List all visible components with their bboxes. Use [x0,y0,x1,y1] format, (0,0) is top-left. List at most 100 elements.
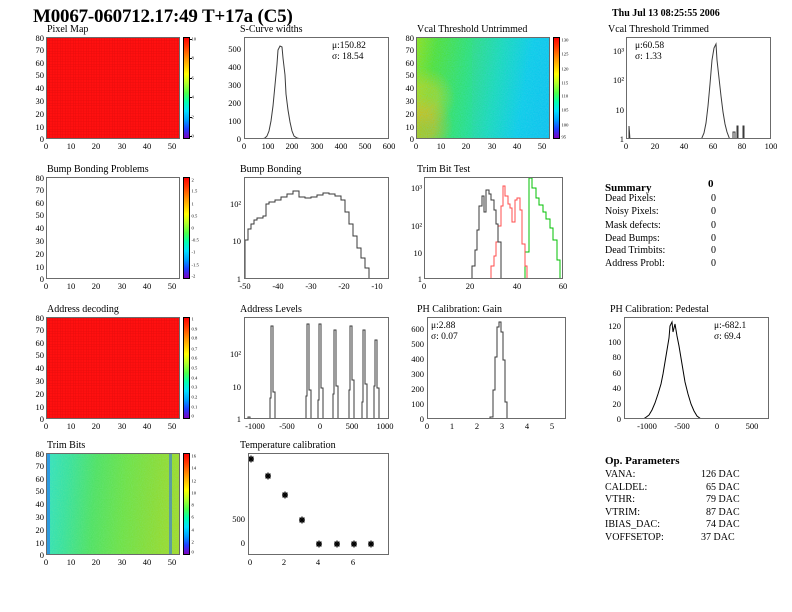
colorbar-label: 0.3 [191,384,198,390]
colorbar-label: 0 [191,225,194,231]
x-tick: 0 [43,421,49,431]
panel-trim-bits: Trim Bits [35,440,210,567]
colorbar-label: 8 [191,502,194,508]
pixel-map-colorbar-scale: 10 8 6 4 2 0 [183,37,196,139]
panel-title: Bump Bonding Problems [47,164,149,175]
y-tick: 10² [612,75,624,85]
x-tick: 0 [413,141,419,151]
y-tick: 60 [35,58,45,68]
panel-title: Pixel Map [47,24,89,35]
row-value: 0 [711,205,716,217]
panel-title: Address Levels [240,304,302,315]
x-tick: 100 [261,141,275,151]
page-title: M0067-060712.17:49 T+17a (C5) [33,6,293,27]
row-label: VOFFSETOP: [605,531,664,543]
y-tick: 10 [35,538,45,548]
colorbar-label: 0.5 [191,213,198,219]
y-tick: 80 [612,352,622,362]
y-tick: 40 [35,499,45,509]
x-tick: 20 [650,141,660,151]
plot-frame [416,37,550,139]
plot-frame [244,317,389,419]
panel-title: Vcal Threshold Untrimmed [417,24,528,35]
plot-frame [248,453,389,555]
y-tick: 500 [228,44,241,54]
stat-mu: μ:60.58 [635,41,665,51]
x-tick: 10 [66,281,76,291]
y-tick: 40 [612,383,622,393]
y-tick: 20 [35,389,45,399]
x-tick: 0 [317,421,323,431]
op-parameter-row: IBIAS_DAC: 74 DAC [605,519,785,532]
row-label: Dead Pixels: [605,193,656,204]
colorbar-label: 110 [561,93,569,99]
x-tick: 50 [537,141,547,151]
plot-frame [427,317,566,419]
panel-bump-bonding: Bump Bonding -50 -40 -30 -20 -10 1 10 10… [222,164,397,291]
x-tick: -1000 [245,421,265,431]
row-label: VANA: [605,469,636,480]
colorbar-label: 115 [561,80,569,86]
y-tick: 80 [35,313,45,323]
x-tick: 40 [679,141,689,151]
x-tick: 0 [43,557,49,567]
y-tick: 20 [35,525,45,535]
op-parameters-block: Op. Parameters VANA: 126 DAC CALDEL: 65 DA… [605,455,785,545]
row-value: 126 DAC [701,469,740,480]
summary-row: Mask defects: 0 [605,220,785,233]
panel-address-decoding: Address decoding 1 0.9 0.8 0.7 0.6 0.5 0… [35,304,210,431]
plot-frame [244,177,389,279]
row-value: 37 DAC [701,531,735,543]
colorbar-label: 2 [191,539,194,545]
colorbar-label: 1 [191,316,194,322]
panel-scurve-widths: S-Curve widths μ:150.82 σ: 18.54 0 100 2… [222,24,397,151]
colorbar-label: -2 [191,273,196,279]
op-parameters-heading: Op. Parameters [605,455,680,467]
x-tick: 1 [449,421,455,431]
temperature-scatter [249,455,374,548]
y-tick: 10 [35,122,45,132]
x-tick: 0 [43,141,49,151]
panel-title: Trim Bits [47,440,86,451]
y-tick: 70 [35,185,45,195]
x-tick: 0 [421,281,427,291]
trim-bits-colorbar-scale: 16 14 12 10 8 6 4 2 0 [183,453,197,555]
colorbar-label: 1 [191,201,194,207]
row-value: 65 DAC [706,481,740,493]
y-tick: 40 [35,363,45,373]
colorbar-label: 4 [191,527,194,532]
y-tick: 0 [616,414,621,424]
colorbar-label: 10 [191,490,197,496]
colorbar-label: 16 [191,453,197,459]
x-tick: 3 [499,421,505,431]
vcal-trimmed-histogram [628,42,745,138]
x-tick: 4 [315,557,321,567]
y-tick: 20 [35,109,45,119]
y-tick: 10 [413,248,423,258]
y-tick: 40 [405,83,415,93]
panel-title: PH Calibration: Gain [417,304,502,315]
panel-title: Vcal Threshold Trimmed [608,24,709,35]
x-tick: 300 [310,141,324,151]
pixel-map-colorbar [183,37,190,139]
x-tick: 0 [43,281,49,291]
x-tick: 30 [487,141,497,151]
x-tick: 500 [345,421,359,431]
colorbar-label: 0.2 [191,394,198,400]
x-tick: 0 [424,421,430,431]
colorbar-label: 2 [191,177,194,183]
x-tick: 30 [117,557,127,567]
op-parameter-row: VTRIM: 87 DAC [605,507,785,520]
x-tick: 1000 [376,421,394,431]
x-tick: 20 [465,281,475,291]
x-tick: -10 [371,281,383,291]
stat-sigma: σ: 1.33 [635,52,662,62]
colorbar-label: 0 [191,133,194,139]
x-tick: -500 [674,421,690,431]
plot-frame [244,37,389,139]
panel-pixel-map: Pixel Map 10 8 6 4 2 0 0 10 20 30 40 [35,24,210,151]
y-tick: 0 [409,134,414,144]
summary-row: Dead Bumps: 0 [605,233,785,246]
plot-frame [46,37,180,139]
summary-row: Dead Trimbits: 0 [605,245,785,258]
